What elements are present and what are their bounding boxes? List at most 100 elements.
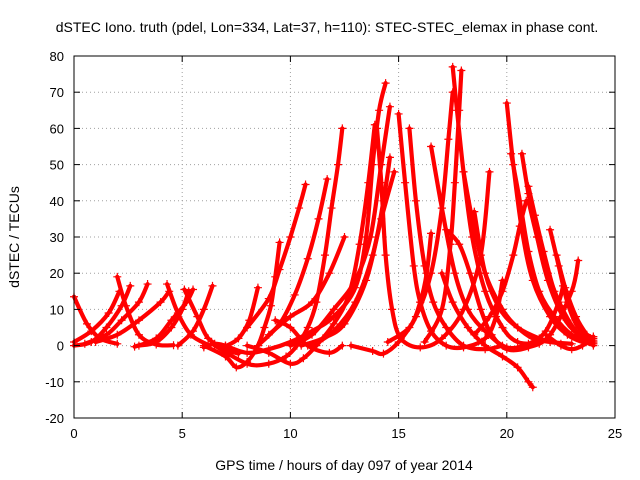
data-point: [264, 359, 273, 368]
data-point: [578, 341, 587, 350]
y-tick-label: 70: [50, 85, 64, 100]
data-point: [366, 233, 375, 241]
data-point: [325, 348, 334, 357]
data-point: [346, 341, 355, 350]
data-point: [143, 280, 152, 289]
x-tick-label: 20: [500, 426, 514, 441]
data-point: [253, 283, 262, 292]
data-point: [409, 261, 418, 270]
series-line: [71, 289, 122, 345]
data-point: [325, 269, 334, 278]
data-point: [589, 332, 598, 341]
data-point: [383, 337, 392, 346]
series-line: [472, 209, 563, 346]
data-point: [303, 254, 312, 263]
data-point: [524, 247, 533, 256]
data-point: [448, 298, 457, 307]
series-line: [444, 227, 581, 353]
data-point: [429, 298, 438, 307]
data-point: [524, 196, 533, 205]
data-point: [509, 251, 518, 260]
data-point: [455, 240, 464, 249]
data-point: [515, 196, 524, 205]
data-point: [253, 341, 262, 350]
data-point: [463, 323, 472, 332]
data-point: [416, 298, 425, 307]
data-point: [368, 347, 377, 356]
data-point: [498, 287, 507, 296]
data-point: [364, 178, 373, 187]
data-point: [152, 334, 161, 343]
x-tick-label: 10: [283, 426, 297, 441]
data-point: [338, 124, 347, 133]
data-point: [208, 281, 217, 290]
series-sat-u: [264, 233, 349, 339]
data-point: [134, 330, 143, 339]
data-point: [535, 287, 544, 296]
data-point: [297, 341, 306, 350]
data-point: [173, 309, 182, 318]
data-point: [513, 337, 522, 346]
y-tick-label: 20: [50, 266, 64, 281]
data-point: [582, 330, 591, 339]
series-sat-r: [243, 180, 310, 332]
data-point: [405, 323, 414, 332]
data-point: [295, 204, 304, 213]
data-point: [442, 225, 451, 234]
data-point: [308, 330, 317, 339]
data-point: [427, 229, 436, 238]
data-point: [567, 345, 576, 354]
data-point: [394, 109, 403, 118]
data-point: [524, 377, 533, 386]
series-sat-af: [437, 269, 537, 392]
data-point: [290, 290, 299, 299]
data-point: [286, 312, 295, 321]
data-point: [561, 283, 570, 292]
data-point: [286, 341, 295, 350]
data-point: [193, 312, 202, 321]
data-point: [372, 124, 381, 133]
y-tick-label: 80: [50, 49, 64, 64]
series-line: [450, 64, 542, 346]
data-point: [91, 337, 100, 346]
data-point: [502, 99, 511, 108]
series-sat-o: [210, 124, 347, 368]
data-point: [82, 319, 91, 328]
data-point: [470, 207, 479, 216]
y-tick-label: 40: [50, 194, 64, 209]
data-point: [329, 327, 338, 336]
data-point: [485, 167, 494, 176]
y-tick-label: 10: [50, 302, 64, 317]
data-point: [286, 323, 295, 332]
data-point: [524, 182, 533, 191]
data-point: [405, 124, 414, 133]
data-point: [466, 269, 475, 278]
data-point: [134, 316, 143, 325]
data-point: [381, 251, 390, 260]
data-point: [427, 142, 436, 151]
data-point: [450, 178, 459, 187]
data-point: [351, 276, 360, 285]
data-point: [301, 180, 310, 189]
data-point: [543, 269, 552, 278]
data-point: [282, 352, 291, 361]
data-point: [87, 327, 96, 336]
data-point: [457, 66, 466, 75]
data-point: [437, 269, 446, 278]
data-point: [275, 265, 284, 274]
data-point: [498, 352, 507, 361]
data-point: [243, 348, 252, 357]
data-point: [502, 345, 511, 354]
data-point: [189, 285, 198, 294]
y-tick-label: -10: [45, 375, 64, 390]
series-sat-ap: [524, 196, 598, 346]
y-tick-label: 30: [50, 230, 64, 245]
data-point: [498, 323, 507, 332]
data-point: [513, 363, 522, 372]
data-point: [481, 287, 490, 296]
data-point: [556, 301, 565, 310]
data-point: [496, 305, 505, 314]
data-point: [275, 238, 284, 247]
data-point: [448, 62, 457, 71]
